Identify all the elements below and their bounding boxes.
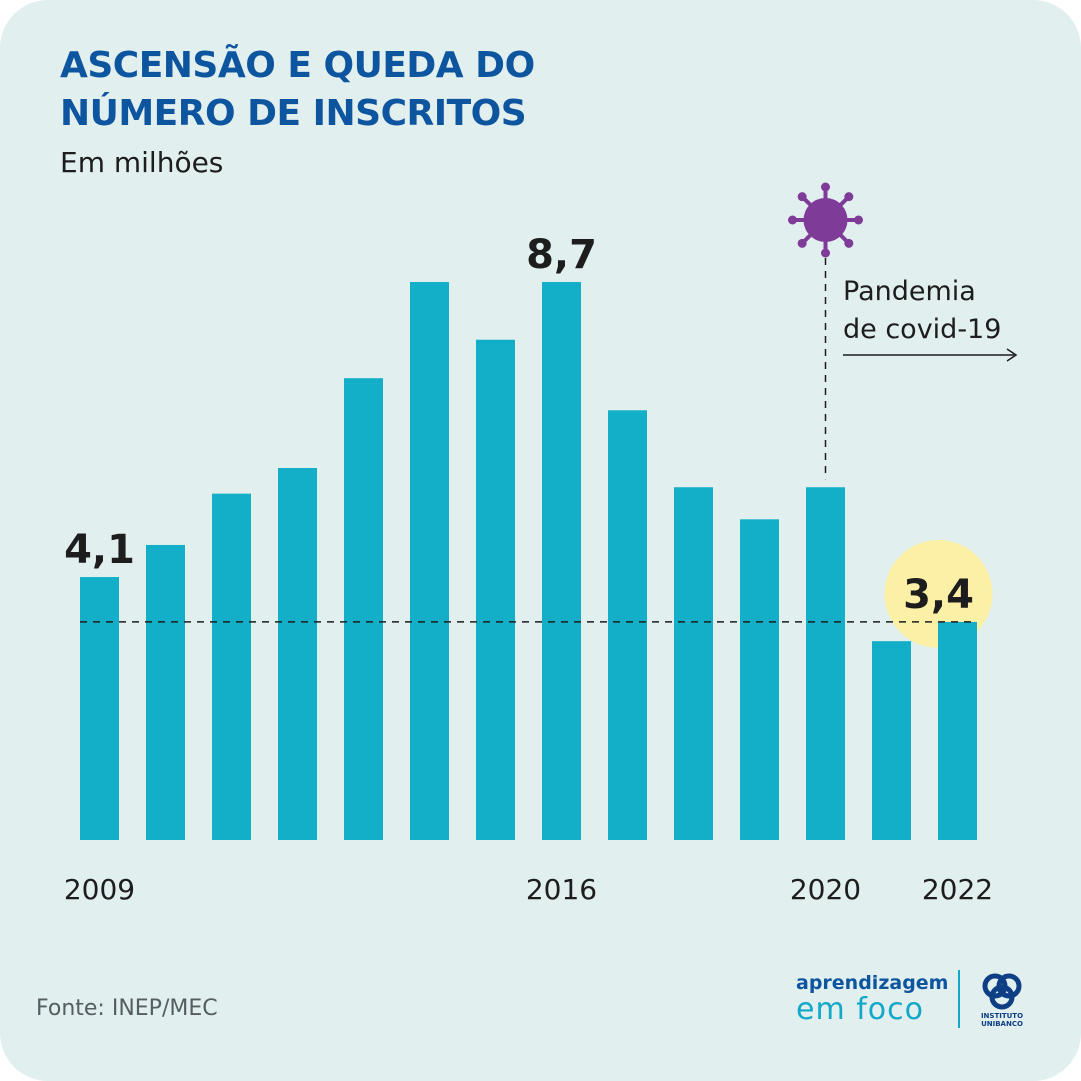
source-note: Fonte: INEP/MEC <box>36 996 218 1021</box>
title-line-2: NÚMERO DE INSCRITOS <box>60 93 527 134</box>
svg-text:UNIBANCO: UNIBANCO <box>981 1020 1023 1028</box>
x-tick-label-2022: 2022 <box>922 873 993 906</box>
value-label-2016: 8,7 <box>526 232 597 278</box>
value-label-2022: 3,4 <box>903 572 974 618</box>
bar-2017 <box>608 410 647 840</box>
x-tick-label-2020: 2020 <box>790 873 861 906</box>
bar-chart: 4,1 8,7 3,4 2009 2016 2020 2022 Pandemia de covi… <box>64 182 1018 906</box>
bar-2016 <box>542 282 581 840</box>
bar-2014 <box>410 282 449 840</box>
bar-2012 <box>278 468 317 840</box>
chart-subtitle: Em milhões <box>60 146 224 179</box>
bar-2021 <box>872 641 911 840</box>
virus-icon <box>788 182 863 258</box>
bar-2020 <box>806 487 845 840</box>
bar-2015 <box>476 339 515 840</box>
bar-2013 <box>344 378 383 840</box>
annotation-text-line-1: Pandemia <box>843 276 976 307</box>
bar-2022 <box>938 621 977 840</box>
bar-2009 <box>80 577 119 840</box>
bar-2018 <box>674 487 713 840</box>
chart-title: ASCENSÃO E QUEDA DO NÚMERO DE INSCRITOS <box>60 42 535 138</box>
instituto-unibanco-logo-icon: INSTITUTO UNIBANCO <box>981 973 1023 1028</box>
logo-text-aprendizagem: aprendizagem <box>796 972 949 994</box>
brand-logo: aprendizagem em foco INSTITUTO UNIBANCO <box>790 966 1040 1036</box>
x-tick-label-2009: 2009 <box>64 873 135 906</box>
logo-text-em-foco: em foco <box>796 992 924 1027</box>
highlight-circle <box>884 539 993 648</box>
arrow-right-icon <box>1006 348 1018 362</box>
title-line-1: ASCENSÃO E QUEDA DO <box>60 45 535 86</box>
logo-divider <box>958 970 960 1028</box>
x-tick-label-2016: 2016 <box>526 873 597 906</box>
bar-2019 <box>740 519 779 840</box>
annotation-text-line-2: de covid-19 <box>843 314 1001 345</box>
value-label-2009: 4,1 <box>64 527 135 573</box>
svg-text:INSTITUTO: INSTITUTO <box>981 1012 1023 1020</box>
bar-2010 <box>146 544 185 840</box>
bar-2011 <box>212 493 251 840</box>
